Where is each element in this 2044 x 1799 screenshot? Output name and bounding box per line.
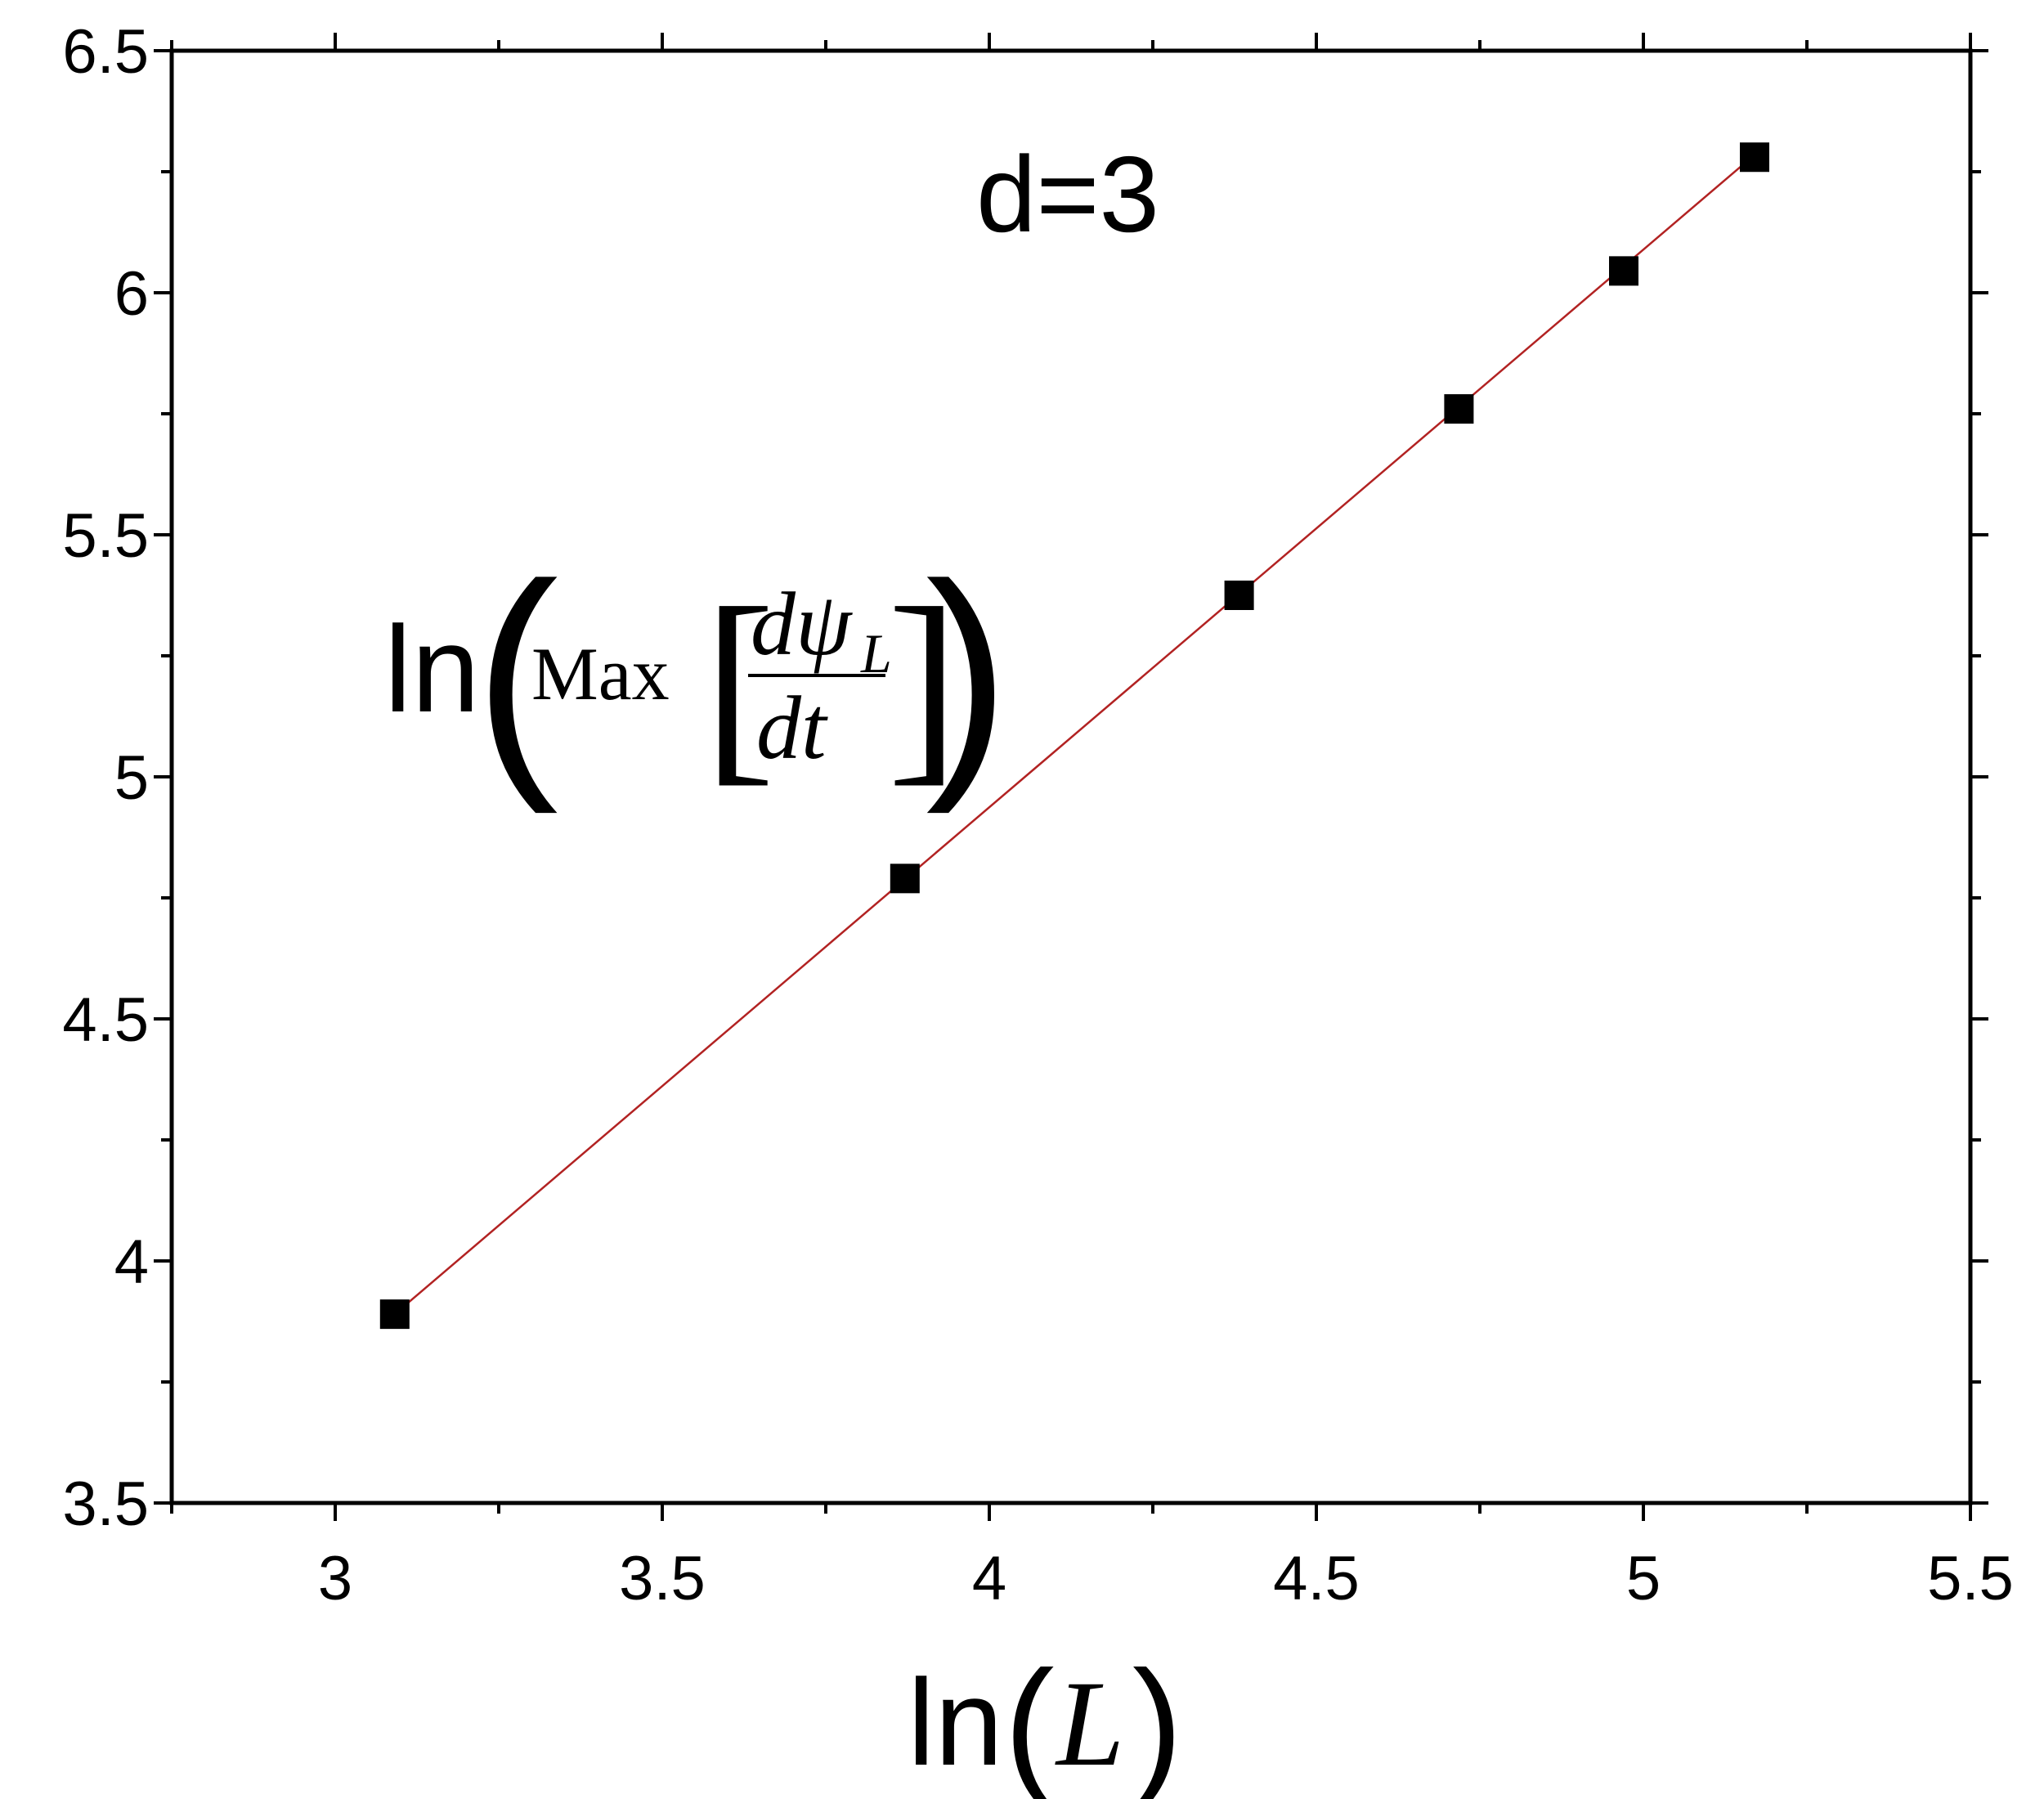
ylabel-max: Max: [531, 632, 670, 716]
x-axis-label: ln ( L ): [908, 1640, 1183, 1799]
x-tick-label: 4.5: [1273, 1544, 1360, 1613]
plot-area-border: [169, 48, 1973, 1505]
y-tick-label: 4: [114, 1227, 149, 1297]
data-point: [890, 864, 920, 894]
x-tick-label: 5.5: [1927, 1544, 2014, 1613]
ylabel-open-bracket: [: [703, 564, 775, 804]
x-tick-label: 4: [972, 1544, 1006, 1613]
fit-line: [393, 154, 1755, 1316]
y-tick-label: 4.5: [62, 985, 149, 1055]
x-tick-label: 3: [318, 1544, 352, 1613]
data-point: [1609, 256, 1638, 286]
data-point: [1740, 142, 1769, 173]
data-point: [379, 1299, 410, 1330]
y-tick-label: 5.5: [62, 501, 149, 571]
y-tick-label: 6: [114, 259, 149, 329]
ylabel-denominator: dt: [756, 678, 828, 778]
xlabel-open-paren: (: [1004, 1640, 1055, 1799]
data-points: [379, 142, 1769, 1330]
ylabel-open-paren: (: [474, 531, 558, 816]
y-axis-ticks: 3.5 4 4.5 5 5.5 6 6.5: [62, 17, 1988, 1539]
xlabel-close-paren: ): [1132, 1640, 1183, 1799]
x-axis-ticks: 3 3.5 4 4.5 5 5.5: [170, 33, 2014, 1613]
y-tick-label: 6.5: [62, 17, 149, 87]
xlabel-ln: ln: [908, 1653, 1003, 1791]
dimension-annotation: d=3: [976, 134, 1159, 254]
data-point: [1224, 581, 1254, 610]
data-point: [1444, 394, 1474, 424]
ylabel-close-bracket: ]: [887, 564, 959, 804]
axes-frame: [169, 48, 1973, 1505]
x-tick-label: 5: [1626, 1544, 1661, 1613]
fit-line-group: [393, 154, 1755, 1316]
x-tick-label: 3.5: [619, 1544, 706, 1613]
ylabel-close-paren: ): [926, 531, 1010, 816]
ylabel-ln: ln: [384, 600, 480, 738]
y-tick-label: 3.5: [62, 1469, 149, 1539]
y-tick-label: 5: [114, 743, 149, 813]
xlabel-var: L: [1055, 1656, 1124, 1792]
ylabel-numerator: dψ: [751, 574, 853, 674]
ylabel-formula: ln ( Max [ dψ L dt ] ): [384, 531, 1010, 816]
